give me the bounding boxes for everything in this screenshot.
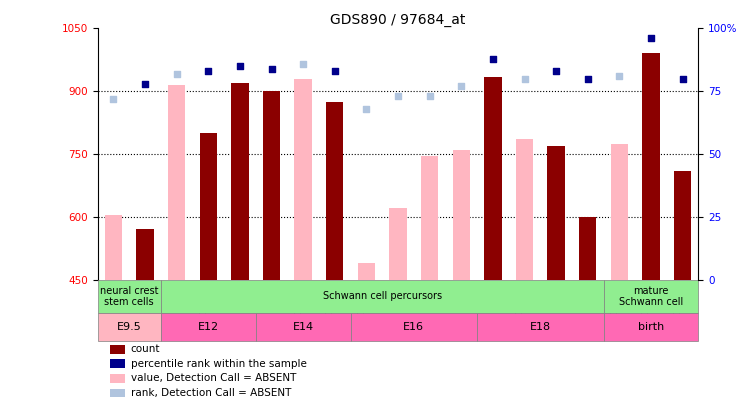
Point	[677, 75, 689, 82]
Bar	[421, 156, 439, 279]
Point	[170, 70, 182, 77]
Text: E12: E12	[198, 322, 219, 332]
Text: count: count	[131, 344, 160, 354]
Bar	[604, 279, 698, 313]
Bar	[137, 229, 154, 279]
Bar	[351, 313, 477, 341]
Point	[107, 96, 119, 102]
Bar	[477, 313, 604, 341]
Bar	[484, 77, 502, 279]
Bar	[547, 146, 565, 279]
Point	[234, 63, 246, 69]
Bar	[98, 279, 161, 313]
Point	[424, 93, 436, 100]
Bar	[326, 102, 343, 279]
Bar	[231, 83, 249, 279]
Bar	[110, 374, 125, 383]
Point	[202, 68, 214, 74]
Point	[518, 75, 530, 82]
Bar	[642, 53, 659, 279]
Bar	[200, 133, 217, 279]
Point	[297, 60, 309, 67]
Point	[645, 35, 657, 42]
Bar	[104, 215, 122, 279]
Bar	[161, 279, 604, 313]
Title: GDS890 / 97684_at: GDS890 / 97684_at	[330, 13, 466, 27]
Bar	[604, 313, 698, 341]
Text: E9.5: E9.5	[117, 322, 142, 332]
Text: Schwann cell percursors: Schwann cell percursors	[323, 291, 442, 301]
Bar	[611, 143, 628, 279]
Bar	[110, 360, 125, 369]
Bar	[516, 139, 533, 279]
Point	[329, 68, 341, 74]
Point	[266, 65, 278, 72]
Text: E14: E14	[293, 322, 314, 332]
Bar	[357, 263, 375, 279]
Point	[360, 106, 372, 112]
Bar	[110, 388, 125, 397]
Bar	[110, 345, 125, 354]
Point	[455, 83, 467, 90]
Bar	[98, 313, 161, 341]
Point	[139, 80, 151, 87]
Bar	[674, 171, 692, 279]
Bar	[263, 91, 280, 279]
Point	[392, 93, 404, 100]
Point	[487, 55, 499, 62]
Bar	[453, 150, 470, 279]
Text: percentile rank within the sample: percentile rank within the sample	[131, 359, 306, 369]
Text: birth: birth	[638, 322, 664, 332]
Text: rank, Detection Call = ABSENT: rank, Detection Call = ABSENT	[131, 388, 291, 398]
Text: E18: E18	[529, 322, 551, 332]
Bar	[389, 209, 407, 279]
Text: mature
Schwann cell: mature Schwann cell	[619, 286, 683, 307]
Text: neural crest
stem cells: neural crest stem cells	[100, 286, 158, 307]
Bar	[168, 85, 185, 279]
Point	[614, 73, 626, 79]
Point	[550, 68, 562, 74]
Text: E16: E16	[403, 322, 424, 332]
Point	[582, 75, 594, 82]
Bar	[579, 217, 596, 279]
Bar	[294, 79, 312, 279]
Text: value, Detection Call = ABSENT: value, Detection Call = ABSENT	[131, 373, 296, 384]
Bar	[256, 313, 351, 341]
Bar	[161, 313, 256, 341]
